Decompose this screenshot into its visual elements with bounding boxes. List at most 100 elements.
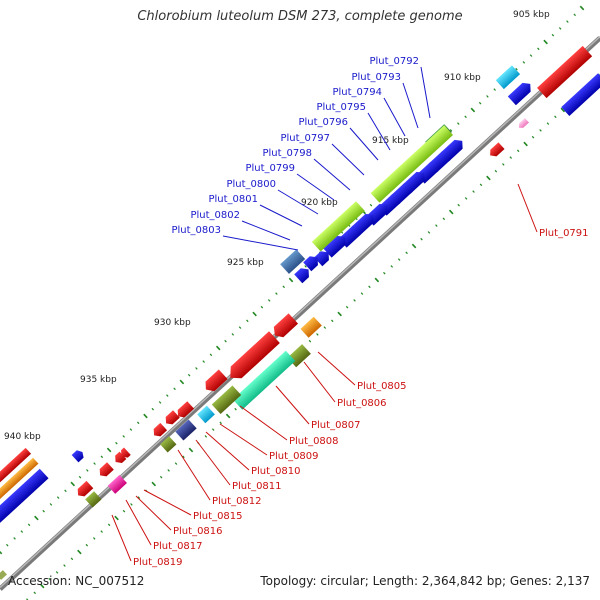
gene-blue-arrow-series	[294, 139, 463, 284]
leader-line-forward	[402, 82, 419, 129]
forward-gene-labels: Plut_0792 Plut_0793 Plut_0794 Plut_0795 …	[171, 56, 419, 236]
leader-line-forward	[420, 66, 431, 119]
tick-mark-inner	[539, 129, 542, 132]
tick-mark-inner	[323, 326, 327, 329]
tick-mark-outer	[246, 319, 249, 323]
tick-mark-inner	[353, 299, 356, 302]
gene-red-0791	[490, 142, 505, 157]
tick-mark-outer	[115, 441, 118, 445]
tick-940: 940 kbp	[4, 432, 41, 442]
tick-mark-outer	[13, 537, 16, 540]
label-plut-0802: Plut_0802	[190, 210, 240, 221]
tick-mark-inner	[523, 141, 528, 147]
tick-mark-inner	[374, 277, 380, 283]
label-plut-0796: Plut_0796	[298, 117, 348, 128]
tick-mark-outer	[151, 407, 155, 411]
leader-line-reverse	[317, 351, 356, 386]
label-plut-0805: Plut_0805	[357, 381, 407, 392]
tick-mark-inner	[33, 591, 37, 595]
tick-mark-outer	[56, 496, 60, 499]
tick-mark-inner	[390, 265, 394, 268]
label-plut-0815: Plut_0815	[193, 511, 243, 522]
label-plut-0801: Plut_0801	[208, 194, 258, 205]
tick-mark-inner	[405, 251, 408, 255]
tick-mark-inner	[39, 583, 45, 589]
gene-lime-upper	[370, 125, 454, 203]
leader-lines-forward	[222, 66, 431, 251]
leader-line-forward	[259, 204, 303, 227]
leader-line-reverse	[177, 449, 211, 501]
label-plut-0792: Plut_0792	[369, 56, 419, 67]
tick-905: 905 kbp	[513, 10, 550, 20]
tick-mark-inner	[182, 455, 185, 459]
tick-910: 910 kbp	[444, 73, 481, 83]
tick-mark-outer	[304, 265, 307, 268]
forward-genes	[0, 45, 600, 523]
label-plut-0794: Plut_0794	[332, 87, 382, 98]
leader-line-reverse	[205, 431, 250, 471]
tick-mark-inner	[427, 231, 431, 234]
gene-red-left-end	[0, 447, 32, 499]
label-plut-0811: Plut_0811	[232, 481, 282, 492]
leader-lines-reverse	[111, 183, 538, 562]
leader-line-reverse	[143, 489, 192, 516]
label-plut-0798: Plut_0798	[262, 148, 312, 159]
gene-blue-arrow-shape	[323, 235, 346, 258]
tick-mark-inner	[516, 149, 520, 153]
label-plut-0797: Plut_0797	[280, 133, 330, 144]
tick-mark-outer	[224, 339, 227, 343]
tick-mark-inner	[383, 271, 386, 275]
tick-mark-inner	[204, 435, 208, 438]
tick-mark-inner	[411, 243, 417, 249]
label-plut-0812: Plut_0812	[212, 496, 262, 507]
gene-blue-arrow	[294, 268, 309, 284]
tick-mark-inner	[137, 496, 141, 499]
tick-mark-outer	[70, 481, 76, 487]
tick-mark-inner	[234, 407, 237, 411]
tick-mark-inner	[85, 543, 89, 547]
tick-mark-inner	[345, 305, 349, 309]
reverse-genes	[77, 118, 529, 508]
leader-line-reverse	[111, 514, 132, 562]
tick-mark-inner	[448, 209, 454, 215]
tick-mark-inner	[114, 515, 119, 521]
gene-red-small-b	[153, 422, 168, 437]
tick-mark-outer	[195, 367, 198, 370]
leader-line-forward	[277, 189, 319, 215]
tick-mark-outer	[106, 447, 112, 453]
tick-mark-outer	[158, 401, 162, 404]
gene-blue-910	[507, 82, 531, 106]
tick-mark-outer	[209, 353, 213, 357]
tick-mark-outer	[202, 360, 205, 363]
tick-mark-inner	[188, 447, 194, 453]
leader-line-forward	[383, 97, 406, 137]
gene-partial-corner	[0, 570, 7, 580]
tick-mark-outer	[20, 530, 24, 533]
tick-mark-inner	[130, 503, 133, 506]
tick-mark-outer	[282, 285, 285, 289]
tick-mark-outer	[173, 387, 176, 391]
tick-mark-inner	[560, 107, 566, 113]
tick-mark-outer	[187, 373, 191, 377]
tick-mark-outer	[64, 489, 67, 493]
gene-olive-0812	[160, 436, 177, 453]
leader-line-forward	[349, 127, 379, 161]
tick-mark-inner	[420, 237, 423, 241]
tick-mark-inner	[368, 285, 371, 289]
map-title: Chlorobium luteolum DSM 273, complete ge…	[137, 9, 463, 24]
label-plut-0806: Plut_0806	[337, 398, 387, 409]
tick-mark-inner	[479, 183, 483, 187]
gene-steel-925	[280, 249, 306, 274]
tick-mark-inner	[494, 169, 498, 173]
gene-indigo-0810	[175, 419, 197, 441]
leader-line-forward	[331, 143, 365, 176]
gene-blue-arrow	[303, 256, 318, 272]
tick-mark-outer	[566, 20, 569, 23]
gene-blue-large-topright	[561, 73, 600, 116]
tick-mark-outer	[136, 421, 140, 425]
tick-mark-outer	[238, 326, 242, 329]
tick-mark-outer	[100, 455, 104, 459]
tick-mark-inner	[531, 135, 535, 139]
tick-mark-inner	[330, 319, 334, 323]
tick-mark-outer	[143, 413, 148, 419]
